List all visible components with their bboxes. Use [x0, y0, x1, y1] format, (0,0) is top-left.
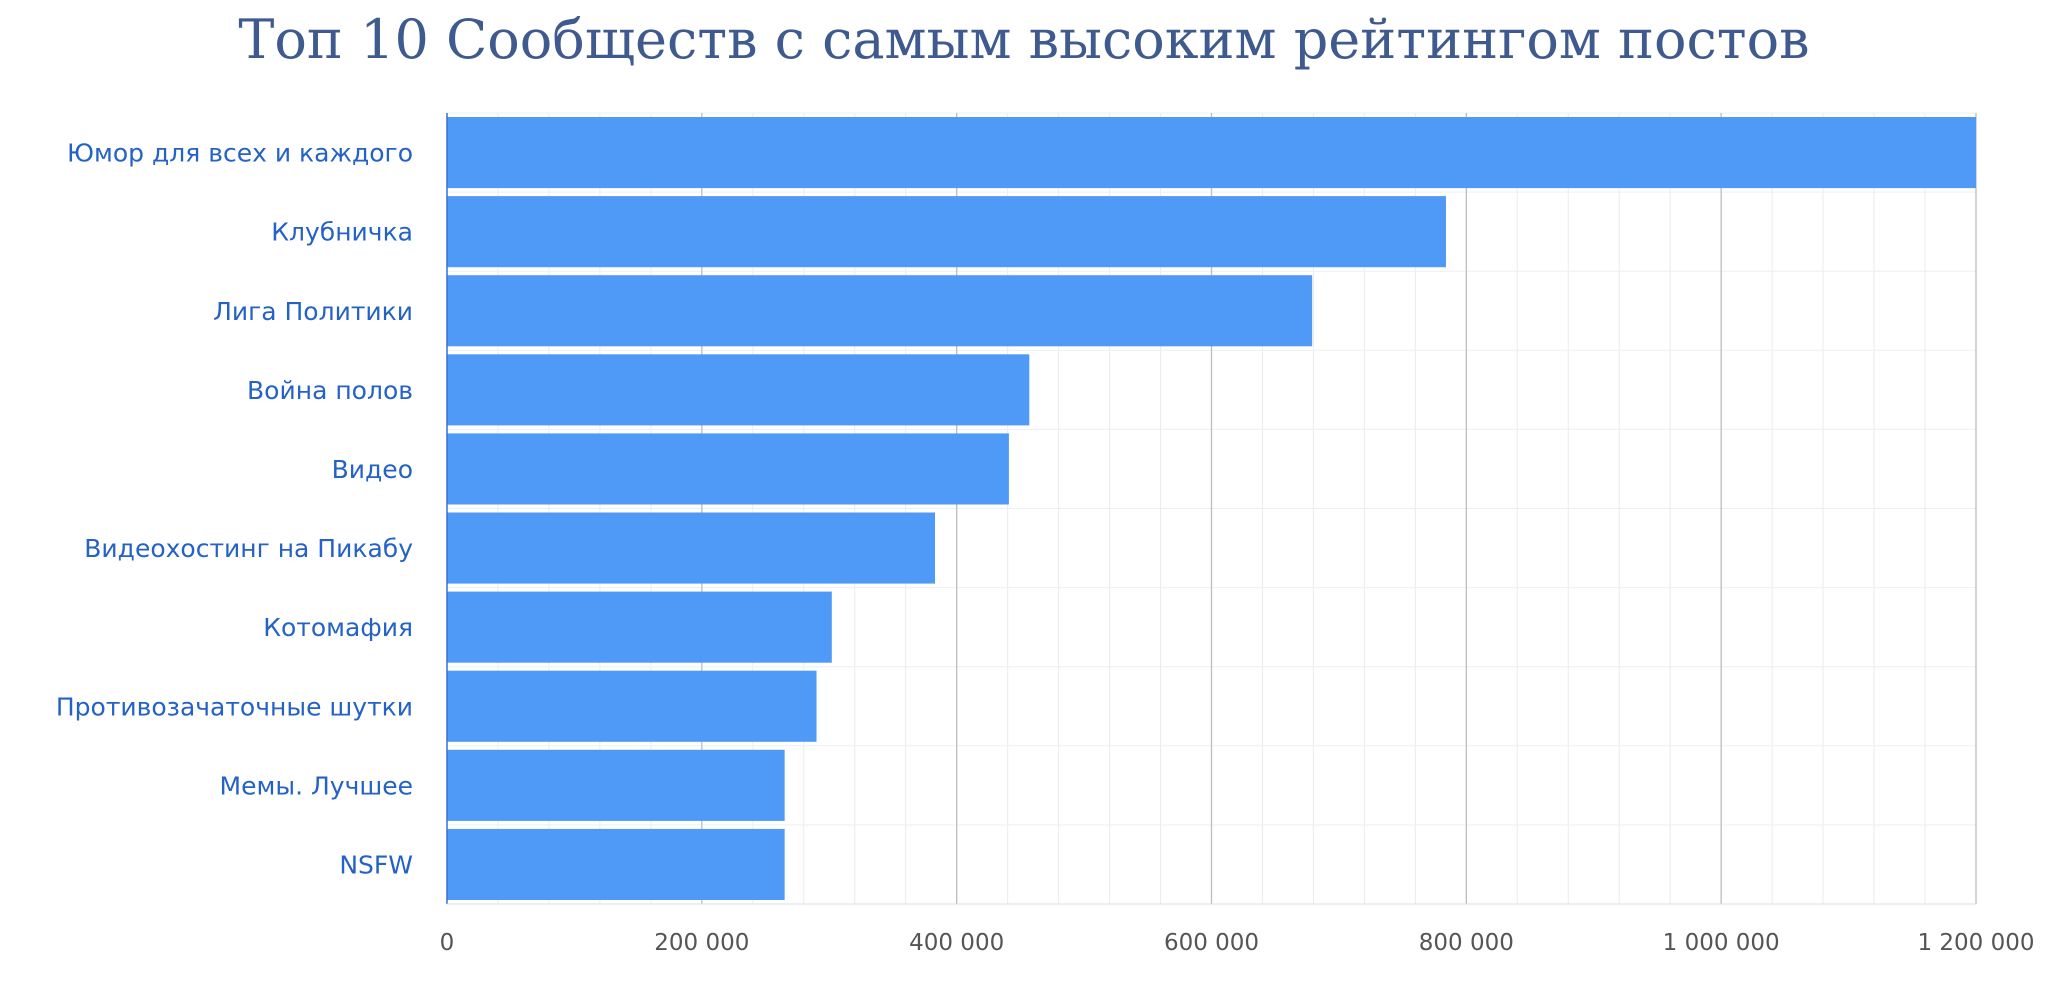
x-tick-label: 400 000 — [909, 930, 1004, 956]
category-label: Видео — [332, 455, 413, 484]
category-label: Лига Политики — [213, 297, 413, 326]
bar — [447, 275, 1313, 347]
bar — [447, 749, 785, 821]
category-label: Противозачаточные шутки — [56, 692, 413, 721]
bar — [447, 591, 832, 663]
x-tick-label: 0 — [440, 930, 455, 956]
x-tick-label: 800 000 — [1419, 930, 1514, 956]
category-label: Мемы. Лучшее — [220, 771, 413, 800]
x-tick-label: 1 200 000 — [1917, 930, 2034, 956]
category-label: Юмор для всех и каждого — [67, 139, 413, 168]
category-label: Видеохостинг на Пикабу — [84, 534, 413, 563]
bar — [447, 828, 785, 900]
x-tick-label: 200 000 — [654, 930, 749, 956]
category-label: NSFW — [339, 850, 413, 879]
chart-title: Топ 10 Сообществ с самым высоким рейтинг… — [238, 8, 1810, 71]
category-label: Клубничка — [271, 218, 413, 247]
x-tick-label: 600 000 — [1164, 930, 1259, 956]
category-label: Котомафия — [263, 613, 413, 642]
bar — [447, 354, 1030, 426]
bar — [447, 196, 1446, 268]
category-label: Война полов — [247, 376, 413, 405]
bar — [447, 512, 936, 584]
bar — [447, 117, 1976, 189]
bar — [447, 433, 1009, 505]
bar — [447, 670, 817, 742]
x-tick-label: 1 000 000 — [1663, 930, 1780, 956]
